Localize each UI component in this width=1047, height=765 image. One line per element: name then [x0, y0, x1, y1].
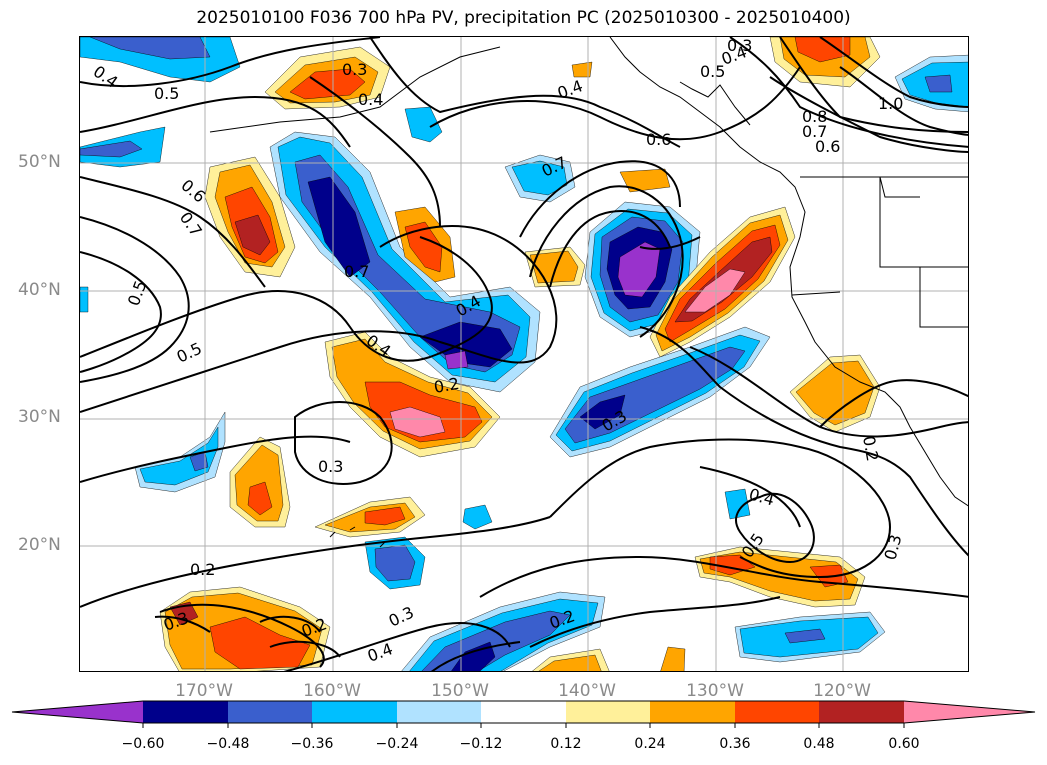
- contour-label: 1.0: [878, 94, 903, 113]
- contour-label: 0.6: [177, 176, 209, 207]
- fill-pos-south-2-in: [538, 654, 602, 671]
- colorbar-tick-label: −0.24: [375, 736, 419, 752]
- contour-label: 0.4: [747, 485, 777, 510]
- fill-pos-118w-in: [795, 360, 875, 426]
- lat-label-30n: 30°N: [18, 407, 61, 427]
- colorbar-segment: [228, 701, 312, 723]
- colorbar-extend-max: [904, 701, 1035, 723]
- fill-pos-south-1-core: [209, 616, 311, 670]
- contour-label: 0.4: [365, 639, 395, 666]
- contour-label: 0.2: [190, 560, 215, 579]
- colorbar-segment: [143, 701, 228, 723]
- contour-label: 0.5: [174, 339, 205, 367]
- contour-label: 0.6: [815, 137, 840, 156]
- fill-neg-140w-50n-in: [511, 160, 568, 196]
- fill-pos-sw-in: [234, 444, 284, 522]
- fill-neg-nw-corner-in: [89, 37, 211, 60]
- lon-label-130w: 130°W: [686, 681, 744, 701]
- contour-label: 0.3: [318, 457, 343, 476]
- map-title: 2025010100 F036 700 hPa PV, precipitatio…: [196, 8, 851, 28]
- lon-label-150w: 150°W: [431, 681, 489, 701]
- contour-label: 0.5: [124, 278, 151, 308]
- contour-label: 0.4: [555, 76, 585, 103]
- fill-pos-22n-core: [364, 506, 406, 526]
- colorbar-tick-marks: [142, 723, 905, 728]
- fill-neg-18n-in: [374, 544, 416, 582]
- colorbar-segment: [312, 701, 397, 723]
- contour-label: 0.8: [802, 107, 827, 126]
- lon-label-140w: 140°W: [558, 681, 616, 701]
- fill-neg-small-2: [462, 504, 493, 530]
- fill-pos-sw-core: [247, 481, 273, 516]
- fill-neg-small-55n: [404, 106, 443, 143]
- lat-label-50n: 50°N: [18, 152, 61, 172]
- colorbar-tick-label: 0.60: [888, 736, 920, 752]
- colorbar-segments: [12, 701, 1035, 723]
- contour-label: 0.3: [881, 533, 906, 563]
- colorbar-tick-label: −0.12: [459, 736, 503, 752]
- fill-pos-tiny: [571, 61, 593, 78]
- colorbar-tick-label: −0.36: [290, 736, 334, 752]
- fill-neg-21n: [724, 488, 751, 520]
- fill-neg-west-edge: [80, 286, 89, 313]
- fill-pos-central-pink: [389, 406, 446, 438]
- contour-label: 0.5: [154, 84, 179, 103]
- contour-label: 0.6: [646, 130, 671, 149]
- contour-label: 0.7: [802, 122, 827, 141]
- colorbar-segment: [397, 701, 481, 723]
- colorbar-tick-label: 0.24: [634, 736, 666, 752]
- colorbar-segment: [481, 701, 566, 723]
- contour-label: 0.3: [342, 60, 367, 79]
- colorbar-tick-label: −0.60: [121, 736, 165, 752]
- contour-label: 0.3: [727, 37, 752, 55]
- pv-contours: [80, 37, 968, 671]
- fill-neg-main-band-4: [307, 176, 371, 278]
- fill-neg-main-band-6: [444, 350, 469, 370]
- contour-label: 0.7: [344, 262, 369, 281]
- lon-label-160w: 160°W: [303, 681, 361, 701]
- contour-label: 0.7: [176, 208, 206, 240]
- fill-neg-nw-strip-core: [80, 140, 143, 158]
- colorbar-tick-label: 0.48: [803, 736, 835, 752]
- colorbar-tick-label: −0.48: [206, 736, 250, 752]
- coastlines: [209, 37, 968, 548]
- colorbar-extend-min: [12, 701, 143, 723]
- map-svg: 0.4 0.5 0.3 0.4 0.3 0.5 0.4 1.0 0.8 0.7 …: [80, 37, 968, 671]
- colorbar-segment: [650, 701, 735, 723]
- lat-label-20n: 20°N: [18, 535, 61, 555]
- precip-fills: [80, 37, 968, 671]
- fill-pos-north-center-core: [289, 68, 366, 100]
- map-panel: 0.4 0.5 0.3 0.4 0.3 0.5 0.4 1.0 0.8 0.7 …: [79, 36, 969, 672]
- fill-pos-south-3: [660, 646, 686, 671]
- colorbar-tick-label: 0.12: [550, 736, 582, 752]
- contour-label: 0.2: [859, 434, 882, 462]
- fill-neg-ne-core: [924, 74, 953, 93]
- fill-neg-30n-4: [579, 394, 626, 430]
- lat-label-40n: 40°N: [18, 280, 61, 300]
- colorbar-segment: [819, 701, 904, 723]
- lon-label-170w: 170°W: [175, 681, 233, 701]
- fill-neg-12n-core: [784, 628, 826, 644]
- contour-label: 0.4: [358, 90, 383, 109]
- contour-label: 0.4: [90, 62, 122, 92]
- fill-pos-ne-core: [794, 37, 851, 63]
- colorbar-segment: [566, 701, 650, 723]
- colorbar-tick-label: 0.36: [719, 736, 751, 752]
- grid-lines: [80, 37, 968, 671]
- fill-pos-small-1-in: [404, 221, 443, 273]
- fill-neg-east-5: [617, 241, 661, 298]
- contour-label: 0.2: [432, 374, 460, 397]
- lon-label-120w: 120°W: [813, 681, 871, 701]
- contour-label: 0.3: [386, 603, 417, 631]
- fill-pos-west-dark: [234, 214, 271, 256]
- colorbar-segment: [735, 701, 819, 723]
- contour-label: 0.5: [700, 62, 725, 81]
- colorbar: [11, 700, 1036, 728]
- fill-pos-small-48n: [619, 168, 671, 193]
